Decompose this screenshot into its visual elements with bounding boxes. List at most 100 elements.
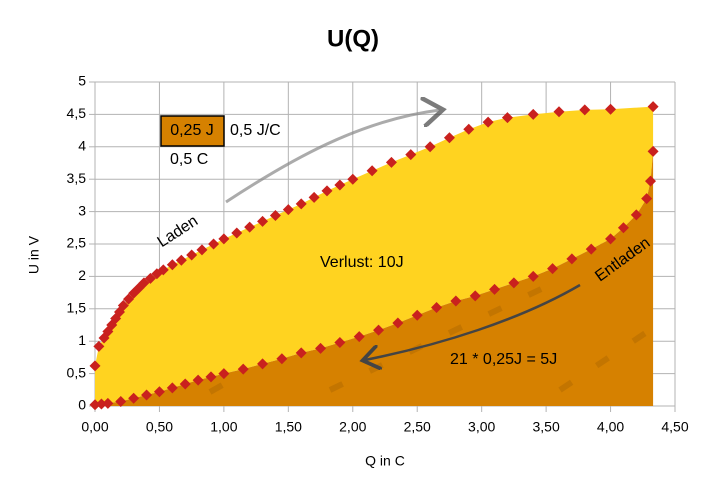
y-tick-label: 3	[78, 202, 86, 218]
point	[463, 123, 475, 135]
x-tick-label: 0,50	[146, 419, 173, 435]
x-tick-label: 4,00	[597, 419, 624, 435]
y-tick-label: 4,5	[67, 105, 87, 121]
point	[166, 382, 178, 394]
point	[175, 254, 187, 266]
point	[192, 374, 204, 386]
point	[647, 145, 659, 157]
area-fill	[95, 106, 654, 405]
point	[179, 378, 191, 390]
point	[157, 264, 169, 276]
point	[450, 295, 462, 307]
point	[566, 253, 578, 265]
point	[411, 309, 423, 321]
area-fill	[95, 151, 654, 406]
point	[208, 238, 220, 250]
point	[527, 270, 539, 282]
annotation: Laden	[155, 213, 202, 252]
point	[93, 340, 105, 352]
x-tick-label: 2,50	[404, 419, 431, 435]
point	[141, 389, 153, 401]
point	[645, 175, 657, 187]
annotation: Verlust: 10J	[320, 254, 404, 271]
point	[469, 290, 481, 302]
point	[334, 179, 346, 191]
x-tick-label: 2,00	[339, 419, 366, 435]
point	[295, 198, 307, 210]
point	[128, 392, 140, 404]
point	[630, 209, 642, 221]
point	[366, 165, 378, 177]
point	[501, 112, 513, 124]
point	[166, 259, 178, 271]
point	[244, 221, 256, 233]
point	[196, 244, 208, 256]
decorations	[160, 110, 652, 395]
y-tick-label: 1,5	[67, 300, 87, 316]
point	[231, 227, 243, 239]
point	[186, 249, 198, 261]
point	[237, 363, 249, 375]
y-tick-label: 2	[78, 267, 86, 283]
y-tick-label: 5	[78, 73, 86, 89]
point	[89, 399, 101, 411]
point	[392, 317, 404, 329]
point	[373, 324, 385, 336]
point	[547, 263, 559, 275]
point	[115, 395, 127, 407]
point	[282, 204, 294, 216]
point	[508, 277, 520, 289]
y-tick-label: 3,5	[67, 170, 87, 186]
point	[585, 243, 597, 255]
point	[269, 209, 281, 221]
y-tick-label: 2,5	[67, 235, 87, 251]
point	[424, 141, 436, 153]
point	[218, 368, 230, 380]
y-tick-label: 1	[78, 332, 86, 348]
x-tick-label: 1,00	[210, 419, 237, 435]
point	[482, 116, 494, 128]
x-tick-label: 3,00	[468, 419, 495, 435]
y-axis-label: U in V	[26, 235, 42, 274]
point	[315, 342, 327, 354]
point	[334, 336, 346, 348]
annotation: 0,5 C	[170, 151, 208, 168]
point	[443, 132, 455, 144]
point	[605, 233, 617, 245]
x-tick-label: 3,50	[532, 419, 559, 435]
point	[153, 386, 165, 398]
annotation: 21 * 0,25J = 5J	[450, 351, 557, 368]
point	[405, 149, 417, 161]
x-axis-label: Q in C	[365, 453, 405, 469]
point	[385, 156, 397, 168]
x-tick-label: 4,50	[661, 419, 688, 435]
x-tick-label: 1,50	[275, 419, 302, 435]
point	[218, 233, 230, 245]
point	[295, 347, 307, 359]
point	[321, 185, 333, 197]
point	[102, 397, 114, 409]
point	[489, 283, 501, 295]
annotation: 0,25 J	[170, 122, 214, 139]
point	[117, 300, 129, 312]
point	[527, 108, 539, 120]
point	[647, 101, 659, 113]
point	[308, 191, 320, 203]
point	[95, 398, 107, 410]
y-tick-label: 4	[78, 138, 86, 154]
point	[431, 302, 443, 314]
point	[205, 371, 217, 383]
x-tick-label: 0,00	[81, 419, 108, 435]
point	[553, 106, 565, 118]
annotation: 0,5 J/C	[230, 122, 281, 139]
point	[605, 103, 617, 115]
y-tick-label: 0,5	[67, 364, 87, 380]
point	[257, 215, 269, 227]
chart-title: U(Q)	[327, 25, 379, 52]
point	[89, 360, 101, 372]
point	[257, 358, 269, 370]
point	[353, 331, 365, 343]
point	[641, 193, 653, 205]
point	[347, 173, 359, 185]
